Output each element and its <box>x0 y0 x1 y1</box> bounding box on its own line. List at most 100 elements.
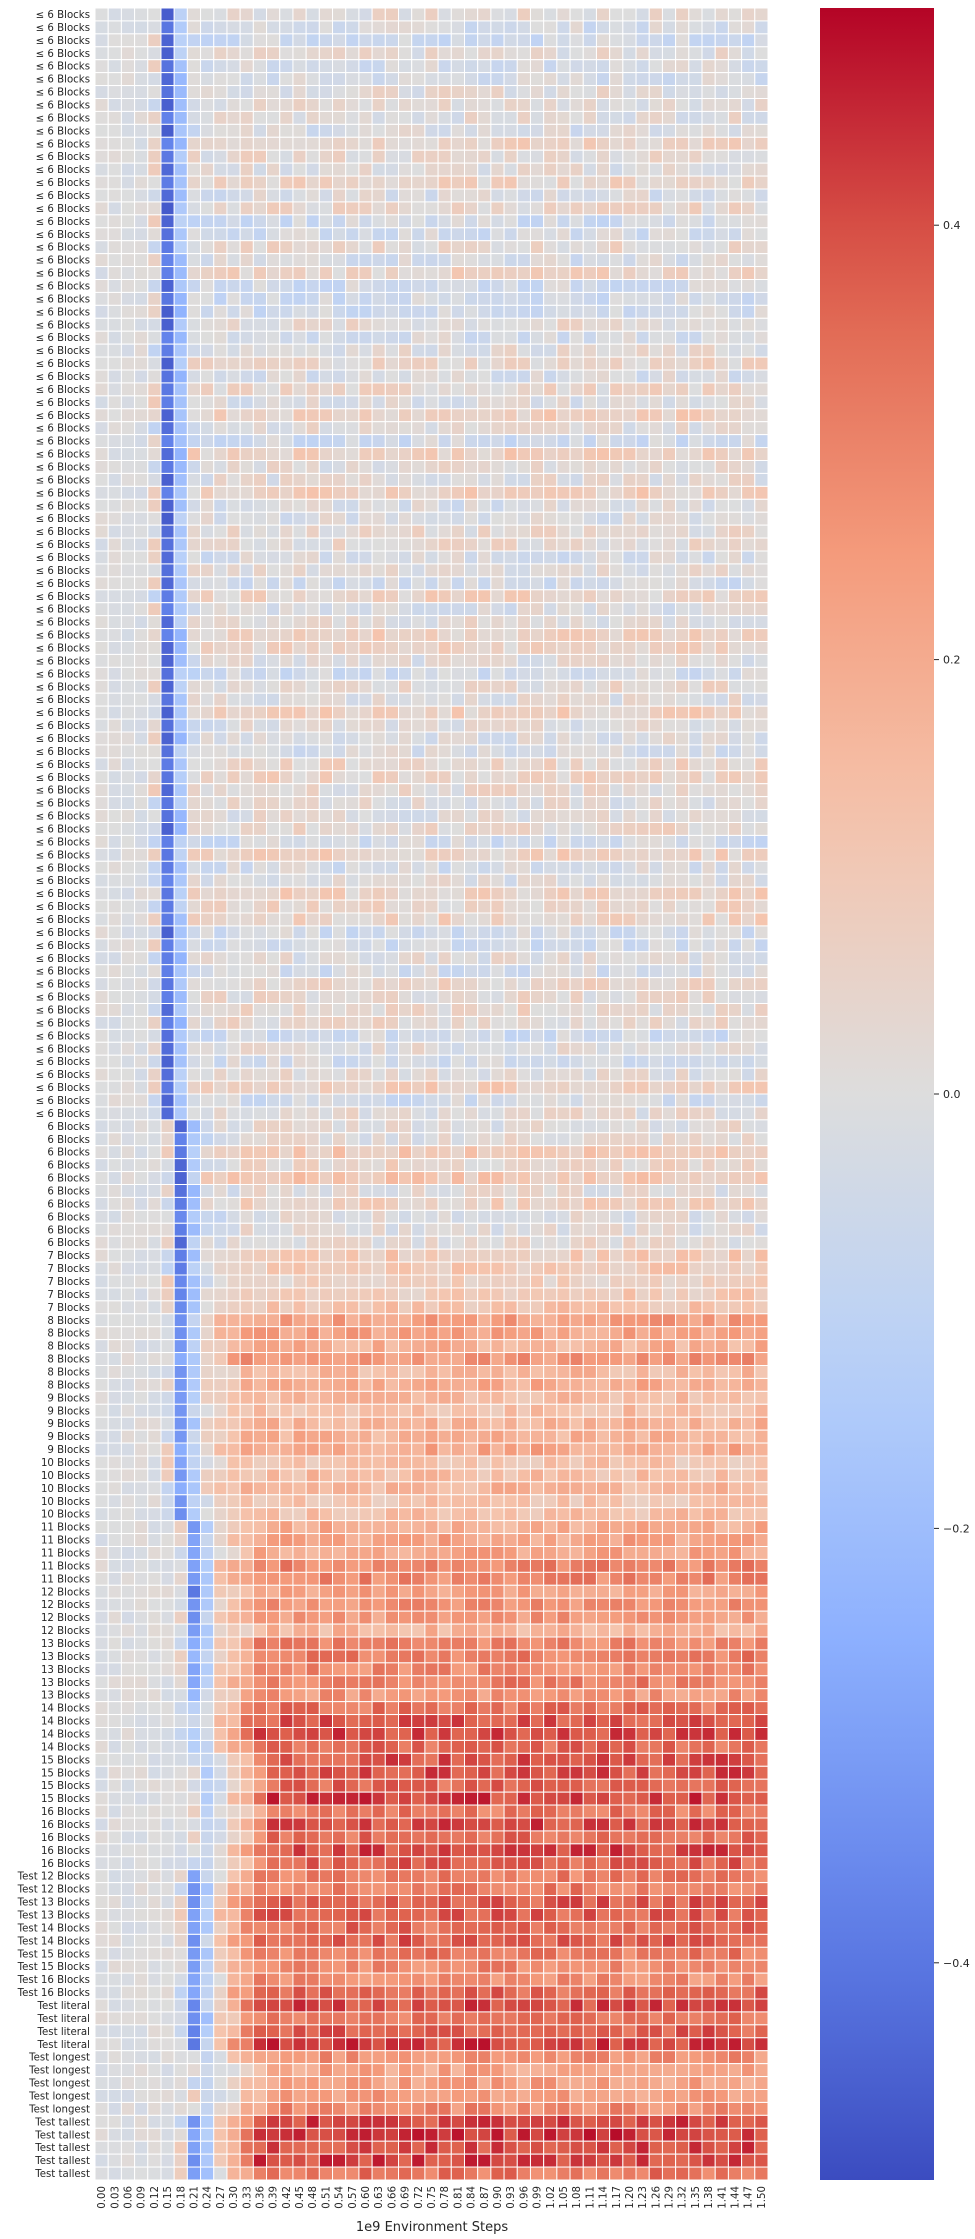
heatmap-cell <box>543 460 558 474</box>
heatmap-cell <box>741 59 756 74</box>
heatmap-cell <box>186 343 202 358</box>
heatmap-cell <box>279 434 294 449</box>
heatmap-cell <box>332 938 347 953</box>
heatmap-cell <box>635 1015 650 1030</box>
heatmap-cell <box>437 641 452 655</box>
heatmap-cell <box>569 653 584 668</box>
heatmap-cell <box>437 744 452 759</box>
heatmap-cell <box>727 524 743 539</box>
heatmap-cell <box>384 1222 400 1237</box>
heatmap-cell <box>134 291 149 306</box>
heatmap-cell <box>358 744 373 759</box>
heatmap-cell <box>648 1171 663 1185</box>
heatmap-cell <box>714 938 729 953</box>
heatmap-cell <box>635 1093 650 1108</box>
heatmap-cell <box>503 1132 518 1147</box>
heatmap-cell <box>173 201 188 216</box>
heatmap-cell <box>543 886 558 901</box>
heatmap-cell <box>252 796 268 811</box>
heatmap-cell <box>727 576 743 591</box>
heatmap-cell <box>741 72 756 87</box>
heatmap-cell <box>424 7 439 22</box>
heatmap-cell <box>318 1248 334 1263</box>
heatmap-cell <box>754 822 769 836</box>
heatmap-cell <box>450 692 465 707</box>
heatmap-cell <box>463 1261 479 1276</box>
heatmap-cell <box>754 1145 769 1160</box>
heatmap-cell <box>318 382 334 397</box>
heatmap-cell <box>741 796 756 811</box>
heatmap-cell <box>107 576 122 591</box>
heatmap-cell <box>120 1054 136 1069</box>
heatmap-cell <box>503 472 518 487</box>
heatmap-cell <box>516 822 531 836</box>
heatmap-cell <box>332 266 347 281</box>
heatmap-cell <box>186 72 202 87</box>
heatmap-cell <box>450 98 465 112</box>
heatmap-cell <box>305 162 320 177</box>
heatmap-cell <box>675 240 690 255</box>
heatmap-cell <box>503 240 518 255</box>
heatmap-cell <box>213 472 228 487</box>
heatmap-cell <box>411 576 426 591</box>
heatmap-cell <box>437 1222 452 1237</box>
heatmap-cell <box>371 860 386 875</box>
heatmap-cell <box>556 214 571 229</box>
heatmap-cell <box>160 744 175 759</box>
heatmap-cell <box>318 162 334 177</box>
heatmap-cell <box>622 1261 637 1276</box>
heatmap-cell <box>186 1041 202 1056</box>
heatmap-cell <box>279 1093 294 1108</box>
heatmap-cell <box>582 7 597 22</box>
heatmap-cell <box>622 692 637 707</box>
heatmap-cell <box>477 498 492 513</box>
heatmap-cell <box>358 705 373 720</box>
heatmap-cell <box>741 434 756 449</box>
heatmap-cell <box>569 472 584 487</box>
heatmap-cell <box>437 382 452 397</box>
heatmap-cell <box>160 1209 175 1224</box>
heatmap-cell <box>727 98 743 112</box>
heatmap-cell <box>318 1132 334 1147</box>
heatmap-cell <box>305 110 320 125</box>
heatmap-cell <box>147 834 162 849</box>
heatmap-cell <box>305 770 320 785</box>
heatmap-cell <box>173 951 188 966</box>
heatmap-cell <box>292 460 307 474</box>
heatmap-cell <box>305 796 320 811</box>
heatmap-cell <box>200 33 215 48</box>
heatmap-cell <box>463 472 479 487</box>
heatmap-cell <box>477 1028 492 1043</box>
heatmap-cell <box>358 304 373 319</box>
heatmap-cell <box>120 304 136 319</box>
heatmap-cell <box>463 1067 479 1082</box>
heatmap-cell <box>529 98 545 112</box>
heatmap-cell <box>463 576 479 591</box>
heatmap-cell <box>437 886 452 901</box>
heatmap-cell <box>318 1093 334 1108</box>
heatmap-cell <box>635 266 650 281</box>
heatmap-cell <box>569 460 584 474</box>
heatmap-cell <box>120 1015 136 1030</box>
heatmap-cell <box>609 809 624 824</box>
heatmap-cell <box>463 925 479 940</box>
heatmap-cell <box>569 990 584 1005</box>
heatmap-cell <box>675 498 690 513</box>
heatmap-cell <box>318 85 334 99</box>
heatmap-cell <box>160 253 175 268</box>
heatmap-cell <box>675 304 690 319</box>
heatmap-cell <box>661 472 677 487</box>
heatmap-cell <box>305 1080 320 1095</box>
heatmap-cell <box>398 641 413 655</box>
heatmap-cell <box>200 1248 215 1263</box>
heatmap-cell <box>503 317 518 332</box>
heatmap-cell <box>226 537 241 552</box>
heatmap-cell <box>450 498 465 513</box>
heatmap-cell <box>305 718 320 733</box>
heatmap-cell <box>675 589 690 604</box>
heatmap-cell <box>384 951 400 966</box>
heatmap-cell <box>490 1222 505 1237</box>
heatmap-cell <box>239 485 254 500</box>
heatmap-cell <box>371 1209 386 1224</box>
heatmap-cell <box>635 356 650 371</box>
